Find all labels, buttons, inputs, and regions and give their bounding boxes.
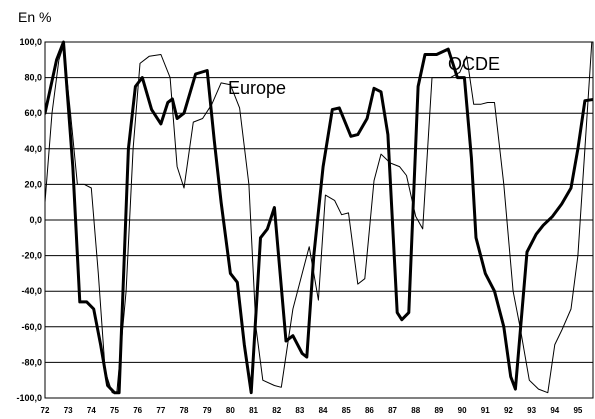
y-axis-unit-label: En % <box>18 9 51 25</box>
x-tick-label: 90 <box>458 406 467 415</box>
x-tick-label: 89 <box>434 406 443 415</box>
x-tick-label: 77 <box>156 406 165 415</box>
x-tick-label: 73 <box>64 406 73 415</box>
series-line-europe <box>45 41 593 394</box>
plot-frame <box>44 41 594 399</box>
x-tick-label: 79 <box>203 406 212 415</box>
x-tick-label: 83 <box>295 406 304 415</box>
x-axis-ticks: 72 73 74 75 76 77 78 79 80 81 82 83 84 85 86 87 88 89 90 91… <box>41 406 583 415</box>
x-tick-label: 94 <box>550 406 559 415</box>
series-label-europe: Europe <box>228 78 286 98</box>
y-tick-label: -40,0 <box>21 286 42 296</box>
x-tick-label: 95 <box>573 406 582 415</box>
y-tick-label: 100,0 <box>19 37 42 47</box>
x-tick-label: 92 <box>504 406 513 415</box>
series-line-ocde <box>45 40 593 395</box>
x-tick-label: 74 <box>87 406 96 415</box>
y-tick-label: -100,0 <box>16 393 42 403</box>
series-label-ocde: OCDE <box>448 54 500 74</box>
x-tick-label: 78 <box>180 406 189 415</box>
y-tick-label: -80,0 <box>21 357 42 367</box>
x-tick-label: 93 <box>527 406 536 415</box>
x-tick-label: 72 <box>41 406 50 415</box>
x-tick-label: 86 <box>365 406 374 415</box>
x-tick-label: 75 <box>110 406 119 415</box>
y-tick-label: 20,0 <box>24 179 42 189</box>
x-tick-label: 82 <box>272 406 281 415</box>
x-tick-label: 87 <box>388 406 397 415</box>
x-tick-label: 80 <box>226 406 235 415</box>
x-tick-label: 76 <box>133 406 142 415</box>
x-tick-label: 81 <box>249 406 258 415</box>
series-lines <box>45 40 593 395</box>
y-tick-label: 80,0 <box>24 73 42 83</box>
y-tick-label: -60,0 <box>21 322 42 332</box>
y-tick-label: 40,0 <box>24 144 42 154</box>
x-tick-label: 91 <box>481 406 490 415</box>
x-tick-label: 88 <box>411 406 420 415</box>
x-tick-label: 85 <box>342 406 351 415</box>
y-tick-label: -20,0 <box>21 251 42 261</box>
x-tick-label: 84 <box>319 406 328 415</box>
y-tick-label: 60,0 <box>24 108 42 118</box>
y-tick-label: 0,0 <box>29 215 42 225</box>
y-axis-ticks: 100,0 80,0 60,0 40,0 20,0 0,0 -20,0 -40,0 -60,0 -… <box>16 37 42 403</box>
